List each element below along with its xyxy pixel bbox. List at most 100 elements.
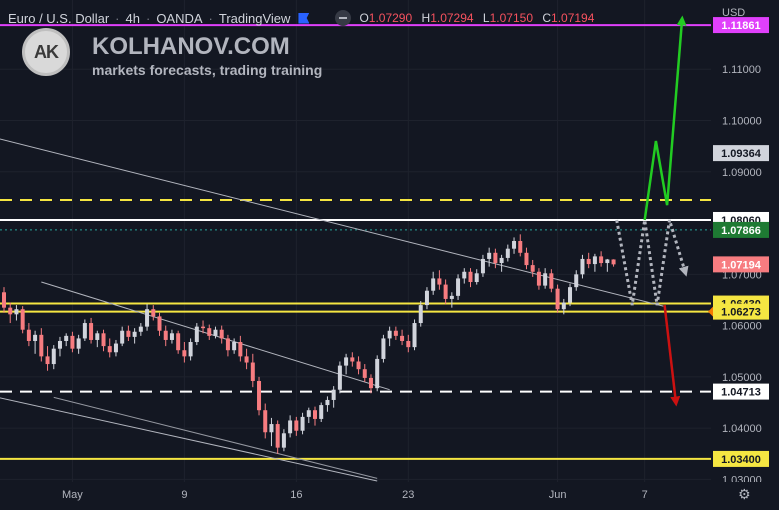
time-tick-label: May: [62, 489, 83, 501]
candle-body: [518, 241, 523, 253]
candle-body: [64, 335, 69, 341]
horizontal-levels: [0, 24, 711, 460]
price-level-label: 1.09364: [721, 148, 762, 160]
candle-body: [599, 256, 604, 264]
candle-body: [207, 328, 212, 336]
candle-body: [586, 258, 591, 265]
candle-body: [225, 338, 230, 351]
chart-header: Euro / U.S. Dollar · 4h · OANDA · Tradin…: [8, 8, 600, 28]
candle-body: [219, 329, 224, 339]
forecast-green-path: [643, 15, 687, 221]
high-label: H: [421, 11, 431, 25]
price-level-label: 1.06273: [721, 307, 761, 319]
candle-body: [126, 330, 131, 337]
candle-body: [387, 330, 392, 339]
price-axis-panel[interactable]: [711, 0, 779, 510]
candle-body: [393, 330, 398, 336]
open-label: O: [359, 11, 369, 25]
candle-body: [480, 258, 485, 274]
candle-body: [213, 329, 218, 336]
price-tick-label: 1.04000: [722, 423, 762, 435]
candle-body: [169, 333, 174, 340]
candle-body: [468, 271, 473, 283]
candle-body: [101, 333, 106, 347]
candle-body: [20, 309, 25, 330]
alert-pin-icon: [708, 306, 713, 317]
candle-body: [424, 290, 429, 306]
exchange: OANDA: [156, 10, 203, 26]
candle-body: [145, 309, 150, 327]
price-tick-label: 1.06000: [722, 321, 762, 333]
brand-logo: AK: [22, 28, 70, 76]
flag-icon[interactable]: [298, 12, 310, 24]
high-value: 1.07294: [430, 11, 474, 25]
separator-dot: ·: [115, 10, 120, 26]
candle-body: [368, 377, 373, 389]
candle-body: [499, 257, 504, 264]
candle-body: [319, 405, 324, 419]
candle-body: [568, 287, 573, 303]
candle-body: [138, 326, 143, 332]
price-level-label: 1.11861: [721, 20, 760, 32]
time-axis-panel[interactable]: [0, 482, 779, 510]
candle-body: [157, 316, 162, 331]
interval[interactable]: 4h: [125, 10, 140, 26]
candle-body: [412, 323, 417, 348]
candle-body: [536, 271, 541, 286]
candle-body: [132, 331, 137, 337]
price-level-label: 1.07194: [721, 259, 762, 271]
candle-body: [344, 357, 349, 366]
candle-body: [356, 361, 361, 370]
candle-body: [487, 252, 492, 259]
candle-body: [381, 338, 386, 359]
price-level-badge: [713, 221, 769, 238]
candle-body: [257, 380, 262, 411]
candle-body: [294, 420, 299, 431]
candle-body: [194, 326, 199, 343]
time-tick-label: 23: [402, 489, 414, 501]
candle-body: [580, 258, 585, 275]
candle-body: [238, 342, 243, 357]
candle-body: [555, 288, 560, 310]
low-label: L: [482, 11, 490, 25]
candle-body: [51, 348, 56, 365]
candle-body: [201, 326, 206, 329]
trend-line: [53, 396, 378, 479]
gear-icon[interactable]: ⚙: [738, 486, 751, 502]
candle-body: [337, 365, 342, 390]
candle-body: [26, 329, 31, 341]
level-labels: 1.118611.093641.080601.078661.071941.064…: [708, 17, 769, 467]
candle-body: [375, 358, 380, 389]
candle-body: [418, 305, 423, 324]
candle-body: [182, 350, 187, 357]
candle-body: [530, 265, 535, 272]
candle-body: [89, 323, 94, 340]
currency-label[interactable]: USD: [722, 7, 746, 19]
brand-name: KOLHANOV.COM: [92, 33, 290, 60]
ohlc-values: O1.07290 H1.07294 L1.07150 C1.07194: [359, 11, 600, 25]
price-tick-label: 1.05000: [722, 372, 762, 384]
candle-body: [107, 346, 112, 353]
candle-body: [8, 307, 13, 315]
candle-body: [82, 323, 87, 339]
time-tick-label: Jun: [549, 489, 567, 501]
candle-body: [431, 278, 436, 291]
candle-body: [406, 340, 411, 348]
candle-body: [288, 420, 293, 434]
candle-body: [437, 278, 442, 285]
candle-body: [163, 330, 168, 340]
collapse-icon[interactable]: [335, 10, 352, 26]
time-axis: May 9 16 23 Jun 7: [62, 489, 648, 501]
close-label: C: [542, 11, 552, 25]
candle-body: [362, 369, 367, 378]
separator-dot: ·: [145, 10, 151, 26]
candle-body: [462, 271, 467, 279]
candle-body: [57, 340, 62, 349]
symbol-name[interactable]: Euro / U.S. Dollar: [8, 10, 110, 26]
candle-body: [45, 356, 50, 365]
candle-body: [176, 333, 181, 351]
candle-body: [70, 335, 75, 349]
candle-body: [188, 342, 193, 357]
time-tick-label: 16: [290, 489, 302, 501]
